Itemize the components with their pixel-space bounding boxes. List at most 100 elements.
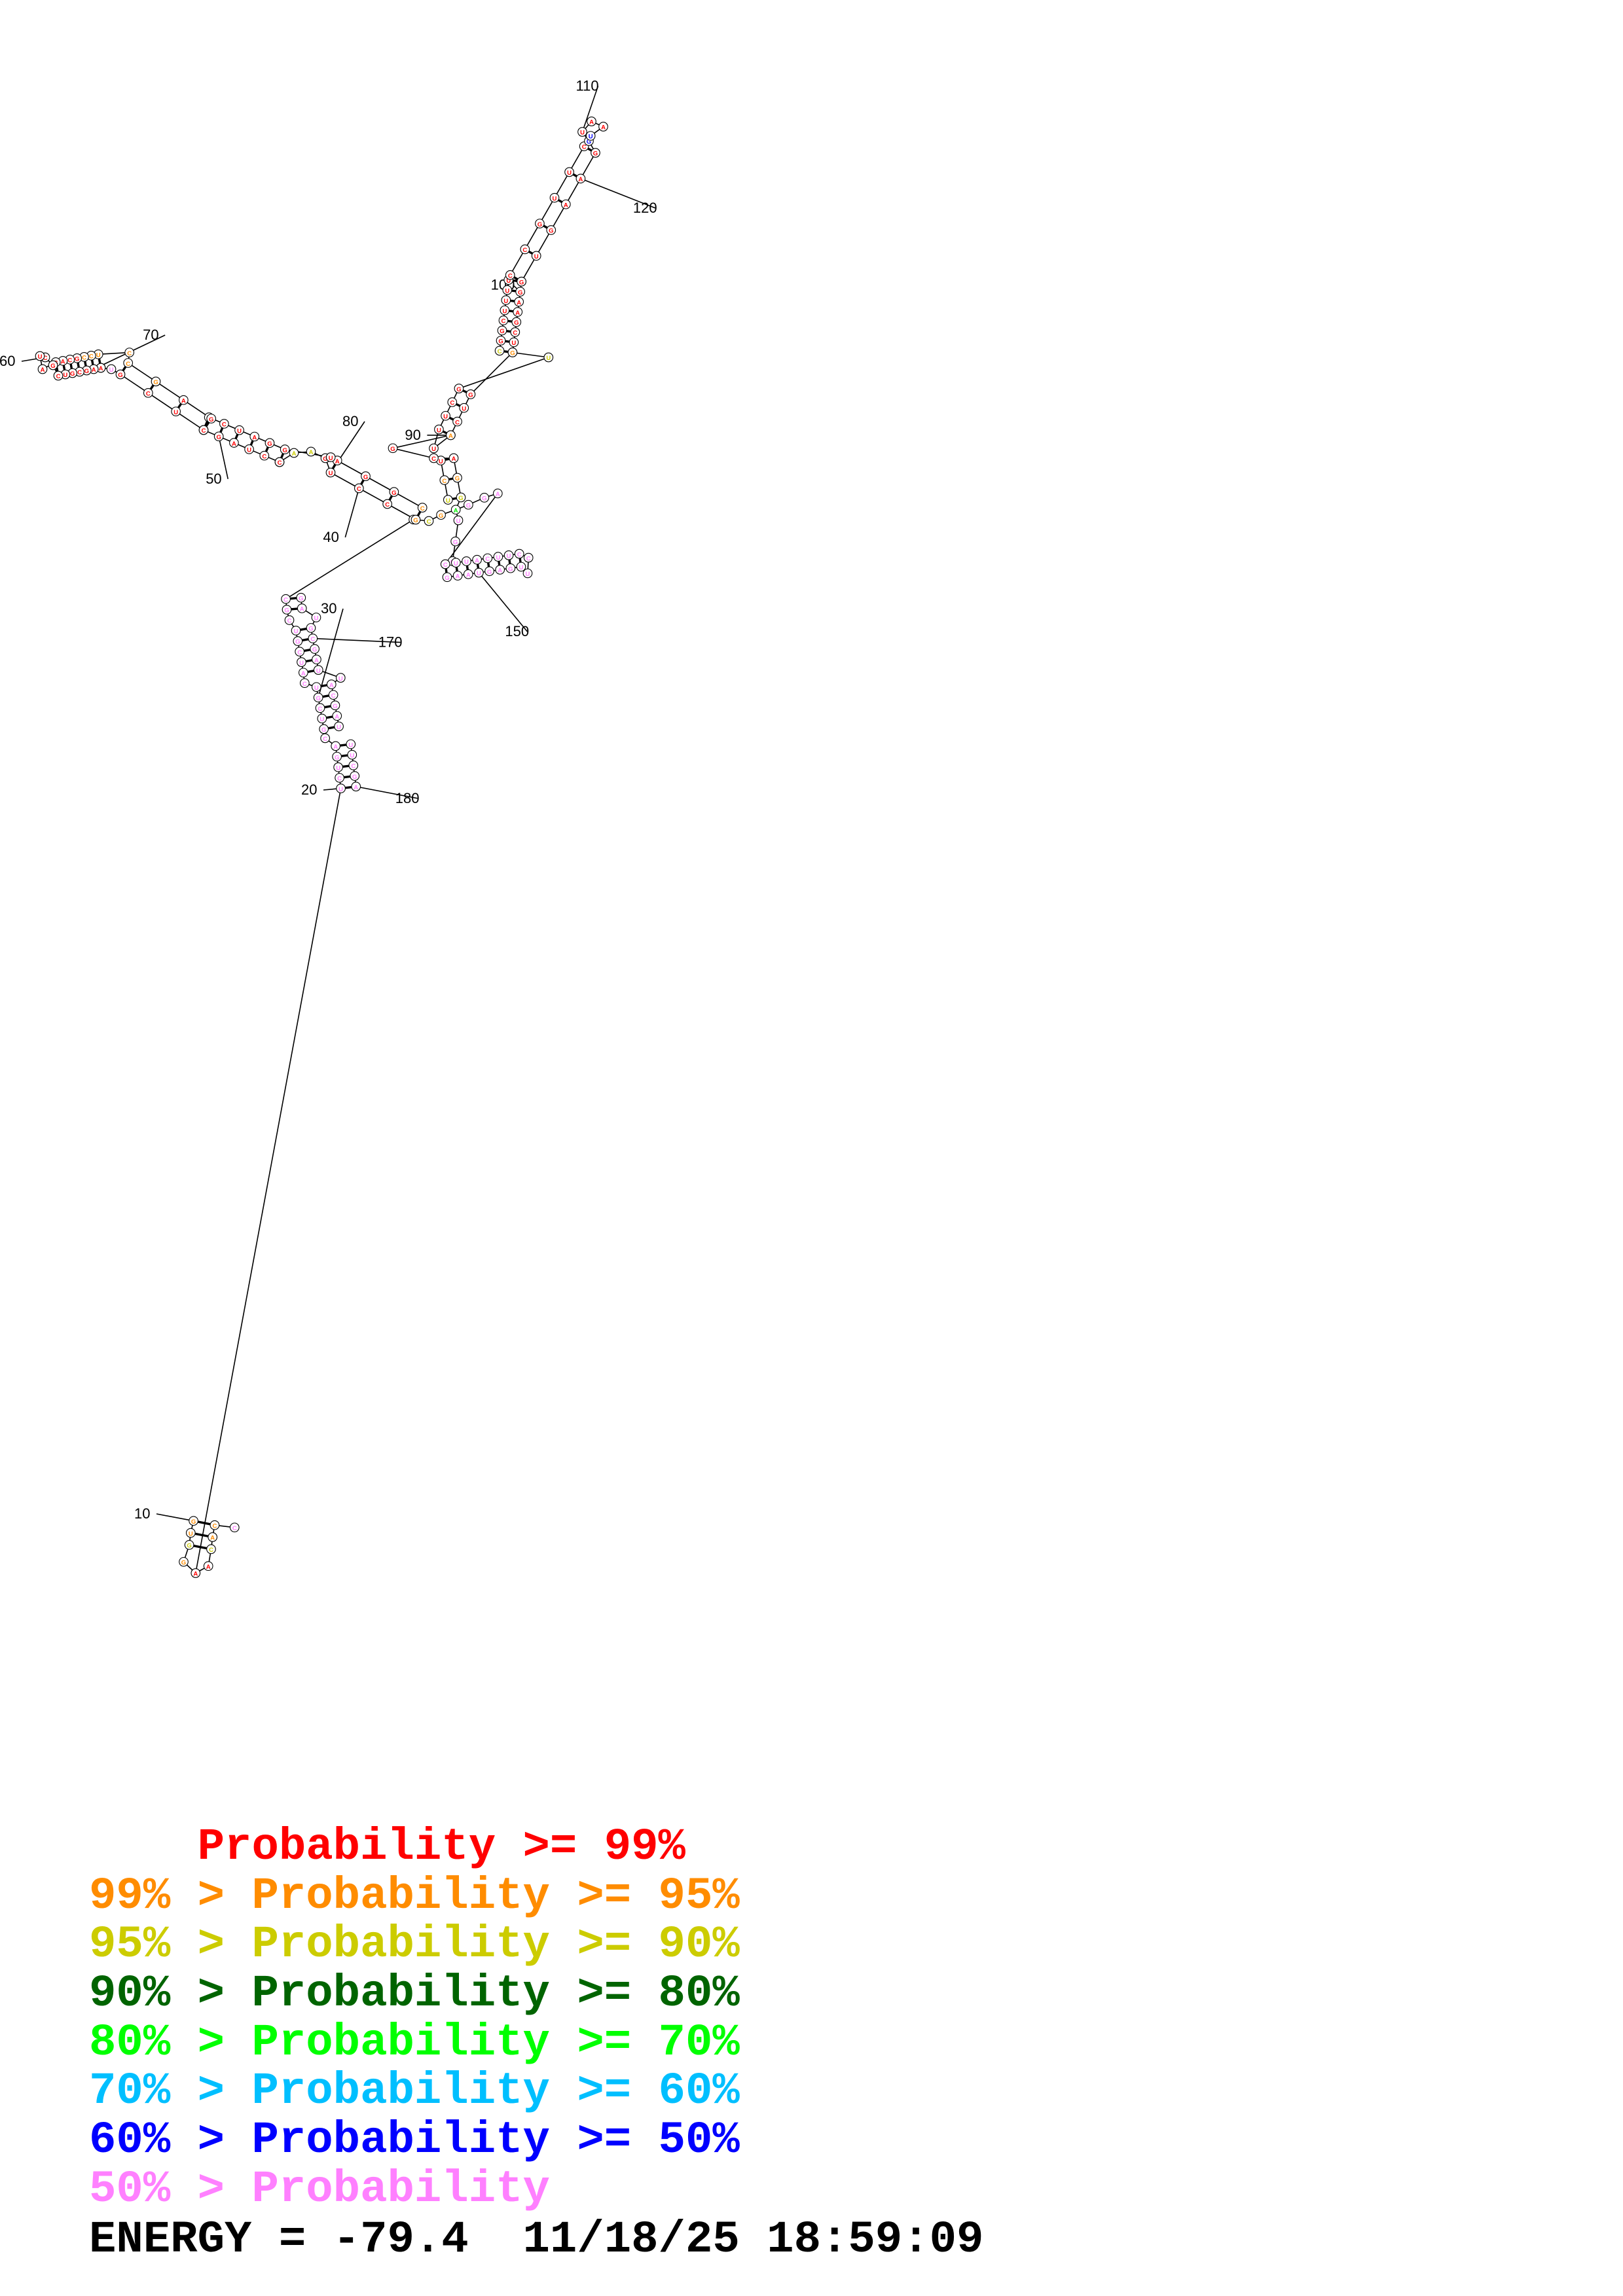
svg-text:A: A	[601, 124, 606, 132]
svg-text:C: C	[582, 144, 587, 151]
svg-text:C: C	[297, 649, 302, 656]
svg-text:C: C	[351, 763, 356, 770]
svg-text:G: G	[284, 607, 289, 615]
svg-text:C: C	[89, 353, 94, 361]
svg-text:G: G	[445, 575, 449, 582]
svg-text:A: A	[99, 365, 103, 372]
svg-text:U: U	[496, 554, 500, 562]
svg-text:C: C	[508, 272, 513, 279]
svg-text:U: U	[456, 518, 461, 525]
svg-text:A: A	[335, 713, 339, 721]
svg-text:A: A	[515, 310, 520, 317]
svg-text:C: C	[232, 1525, 237, 1532]
svg-text:A: A	[92, 367, 96, 374]
svg-text:A: A	[466, 571, 471, 579]
svg-text:A: A	[475, 557, 479, 564]
svg-text:G: G	[321, 726, 326, 734]
svg-text:G: G	[466, 502, 471, 509]
svg-text:G: G	[282, 447, 287, 454]
svg-text:U: U	[464, 559, 469, 566]
svg-text:G: G	[456, 386, 461, 393]
svg-text:G: G	[191, 1518, 196, 1526]
svg-text:U: U	[350, 752, 354, 759]
svg-text:U: U	[511, 340, 516, 347]
svg-text:A: A	[564, 202, 568, 209]
svg-text:G: G	[453, 539, 458, 546]
svg-text:110: 110	[576, 78, 599, 94]
svg-text:G: G	[498, 338, 503, 346]
svg-text:G: G	[84, 368, 89, 375]
svg-text:A: A	[329, 682, 334, 689]
svg-text:C: C	[431, 456, 436, 463]
svg-text:U: U	[567, 170, 572, 177]
svg-text:40: 40	[323, 529, 338, 545]
svg-text:U: U	[431, 446, 436, 453]
svg-text:U: U	[589, 134, 593, 141]
svg-text:G: G	[333, 703, 337, 710]
svg-text:U: U	[338, 675, 343, 683]
svg-text:120: 120	[633, 200, 657, 216]
svg-text:U: U	[437, 427, 441, 434]
svg-text:C: C	[501, 318, 505, 325]
svg-text:30: 30	[321, 600, 337, 617]
svg-text:G: G	[153, 379, 158, 386]
svg-text:U: U	[526, 571, 530, 578]
svg-text:G: G	[316, 695, 320, 702]
svg-text:80: 80	[342, 413, 358, 429]
svg-text:U: U	[338, 786, 343, 793]
svg-text:A: A	[206, 1564, 211, 1571]
svg-text:U: U	[443, 414, 448, 421]
svg-text:A: A	[335, 458, 340, 465]
svg-text:U: U	[462, 405, 466, 412]
svg-text:60: 60	[0, 353, 15, 369]
svg-text:C: C	[455, 419, 460, 426]
svg-text:C: C	[310, 636, 315, 643]
svg-text:U: U	[519, 564, 524, 571]
svg-text:U: U	[38, 353, 43, 361]
svg-text:C: C	[331, 692, 336, 700]
svg-text:A: A	[292, 450, 297, 457]
svg-text:A: A	[333, 744, 338, 751]
svg-text:C: C	[450, 400, 454, 407]
svg-text:U: U	[314, 685, 319, 692]
svg-text:G: G	[439, 512, 443, 520]
svg-text:C: C	[323, 736, 327, 743]
svg-text:A: A	[589, 119, 594, 126]
svg-text:A: A	[61, 359, 65, 366]
svg-text:U: U	[319, 716, 324, 723]
svg-text:C: C	[278, 459, 282, 467]
svg-text:90: 90	[405, 427, 420, 443]
svg-text:C: C	[485, 556, 490, 563]
svg-text:G: G	[312, 647, 317, 654]
svg-text:A: A	[232, 440, 236, 448]
svg-text:C: C	[202, 427, 206, 435]
svg-text:U: U	[477, 570, 481, 577]
svg-text:U: U	[336, 764, 340, 772]
svg-text:G: G	[187, 1543, 191, 1550]
svg-text:C: C	[283, 596, 288, 603]
svg-text:G: G	[70, 370, 75, 378]
svg-text:U: U	[502, 308, 507, 315]
svg-text:A: A	[456, 573, 460, 581]
svg-text:A: A	[252, 434, 257, 441]
svg-text:C: C	[526, 555, 531, 562]
svg-text:G: G	[118, 372, 122, 379]
svg-text:A: A	[517, 299, 521, 306]
svg-text:A: A	[354, 784, 358, 791]
svg-text:A: A	[301, 670, 306, 677]
svg-text:C: C	[337, 776, 342, 783]
svg-text:C: C	[127, 350, 132, 357]
svg-text:50: 50	[206, 471, 221, 487]
svg-text:U: U	[189, 1530, 193, 1537]
svg-text:U: U	[505, 287, 509, 295]
svg-text:C: C	[126, 361, 130, 368]
svg-text:A: A	[314, 657, 319, 664]
svg-text:C: C	[56, 373, 61, 380]
svg-text:G: G	[458, 495, 463, 502]
svg-text:U: U	[546, 355, 551, 362]
svg-text:170: 170	[378, 634, 403, 650]
svg-text:70: 70	[143, 327, 158, 343]
svg-text:C: C	[77, 369, 82, 376]
svg-text:G: G	[75, 356, 79, 363]
svg-text:G: G	[508, 565, 513, 573]
